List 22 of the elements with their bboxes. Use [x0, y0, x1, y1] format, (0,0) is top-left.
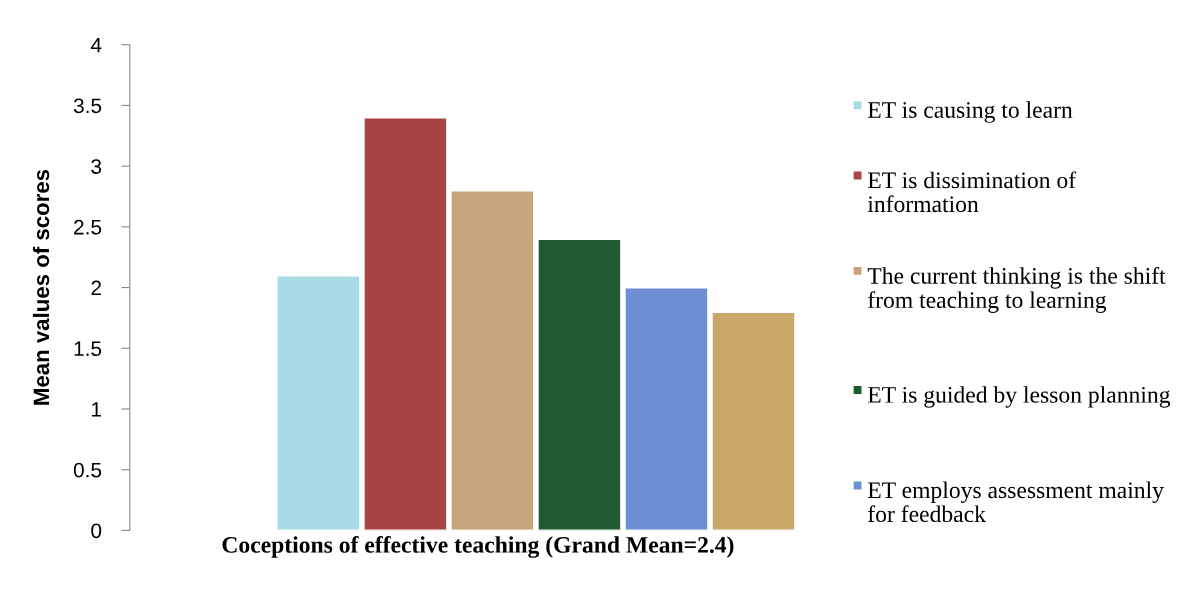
bar: [449, 189, 536, 531]
bar: [710, 310, 797, 531]
legend-label: ET is guided by lesson planning: [867, 386, 1171, 408]
y-tick-label: 3.5: [73, 98, 102, 114]
bar: [362, 116, 449, 531]
legend-label: The current thinking is the shift from teaching to learning: [867, 267, 1166, 313]
y-tick-label: 1.5: [74, 341, 102, 357]
x-axis-title: Coceptions of effective teaching (Grand Mean=2.4): [222, 536, 734, 558]
legend-label: ET is causing to learn: [867, 101, 1073, 123]
y-tick-label: 2.5: [74, 219, 102, 235]
y-axis-title: Mean values of scores: [32, 169, 50, 405]
y-tick-label: 2: [91, 280, 101, 296]
bar: [536, 237, 623, 531]
legend-label: ET is dissimination of information: [867, 171, 1077, 213]
y-tick-label: 1: [92, 402, 102, 417]
y-tick-label: 3: [91, 159, 102, 174]
legend-label: ET employs assessment mainly for feedback: [867, 481, 1164, 523]
y-tick-label: 4: [90, 37, 102, 53]
bar: [275, 274, 362, 531]
y-tick-label: 0: [91, 523, 102, 539]
bar: [623, 286, 710, 531]
y-tick-label: 0.5: [73, 462, 102, 478]
